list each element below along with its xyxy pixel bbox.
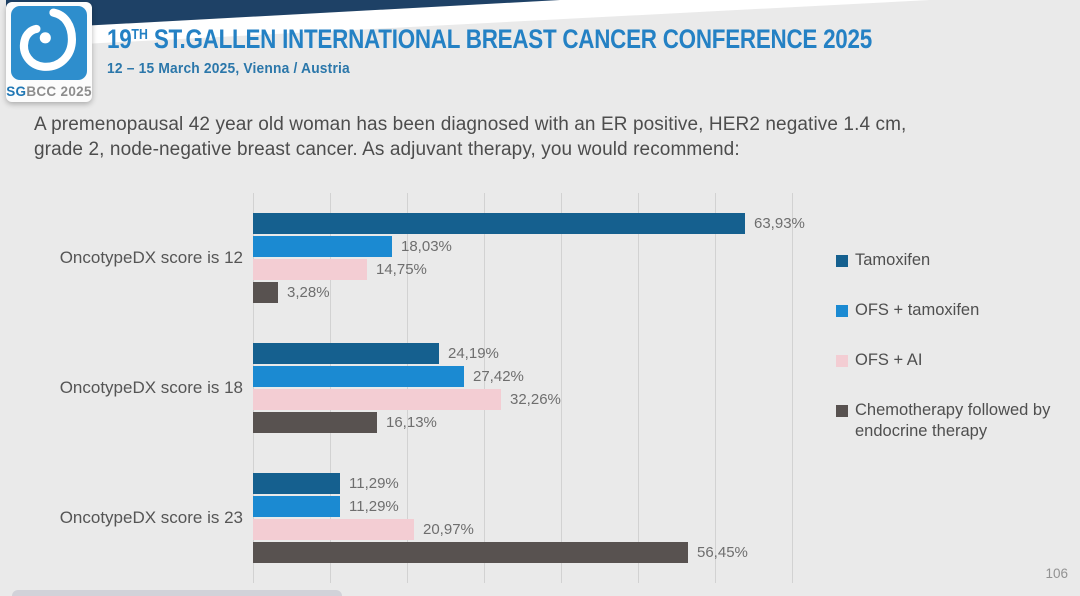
bar — [253, 389, 501, 410]
logo-wordmark: SGBCC 2025 — [6, 84, 92, 99]
category-label: OncotypeDX score is 12 — [59, 248, 243, 267]
bar-value-label: 24,19% — [448, 345, 499, 362]
bar-value-label: 27,42% — [473, 368, 524, 385]
logo-bcc-year: BCC 2025 — [26, 84, 92, 99]
bar-value-label: 14,75% — [376, 261, 427, 278]
legend-item: Chemotherapy followed by endocrine thera… — [836, 400, 1072, 442]
legend-item: Tamoxifen — [836, 250, 1072, 271]
gridline — [792, 193, 793, 583]
bar — [253, 366, 464, 387]
bar — [253, 519, 414, 540]
question-text: A premenopausal 42 year old woman has be… — [34, 114, 907, 161]
legend-label: OFS + AI — [855, 351, 923, 369]
gridline — [561, 193, 562, 583]
legend-swatch — [836, 305, 848, 317]
bar-value-label: 11,29% — [349, 498, 399, 515]
legend-swatch — [836, 405, 848, 417]
breast-glyph-icon — [19, 8, 77, 71]
bar-value-label: 20,97% — [423, 521, 474, 538]
legend-swatch — [836, 255, 848, 267]
plot-area: 63,93% 24,19% 11,29% 18,03% 27,42% 11,29% 14,7… — [253, 193, 805, 583]
legend-label: OFS + tamoxifen — [855, 301, 980, 319]
legend-swatch — [836, 355, 848, 367]
bar — [253, 236, 392, 257]
bottom-overlay-artifact — [12, 590, 342, 596]
legend-item: OFS + tamoxifen — [836, 300, 1072, 321]
bar-value-label: 3,28% — [287, 284, 330, 301]
bar — [253, 343, 439, 364]
bar — [253, 412, 377, 433]
gridline — [484, 193, 485, 583]
category-label: OncotypeDX score is 23 — [59, 508, 243, 527]
conference-subtitle: 12 – 15 March 2025, Vienna / Austria — [107, 60, 350, 77]
bar — [253, 282, 278, 303]
bar — [253, 542, 688, 563]
bar — [253, 259, 367, 280]
sgbcc-logo-icon — [11, 6, 87, 80]
bar — [253, 213, 745, 234]
page-number: 106 — [1045, 566, 1068, 581]
bar-value-label: 32,26% — [510, 391, 561, 408]
gridline — [253, 193, 254, 583]
bar-value-label: 63,93% — [754, 215, 805, 232]
sgbcc-logo-card: SGBCC 2025 — [6, 2, 92, 102]
gridline — [638, 193, 639, 583]
chart-legend: Tamoxifen OFS + tamoxifen OFS + AI Chemothe… — [836, 250, 1072, 471]
legend-item: OFS + AI — [836, 350, 1072, 371]
title-superscript: TH — [131, 27, 148, 43]
bar — [253, 496, 340, 517]
gridline — [407, 193, 408, 583]
bar-value-label: 11,29% — [349, 475, 399, 492]
bar-value-label: 16,13% — [386, 414, 437, 431]
category-label: OncotypeDX score is 18 — [59, 378, 243, 397]
conference-title: 19TH ST.GALLEN INTERNATIONAL BREAST CANC… — [107, 24, 872, 54]
gridline — [330, 193, 331, 583]
bar-value-label: 18,03% — [401, 238, 452, 255]
gridline — [715, 193, 716, 583]
legend-label: Tamoxifen — [855, 251, 931, 269]
legend-label: Chemotherapy followed by endocrine thera… — [855, 401, 1051, 440]
logo-sg: SG — [6, 84, 27, 99]
bar — [253, 473, 340, 494]
bar-value-label: 56,45% — [697, 544, 748, 561]
